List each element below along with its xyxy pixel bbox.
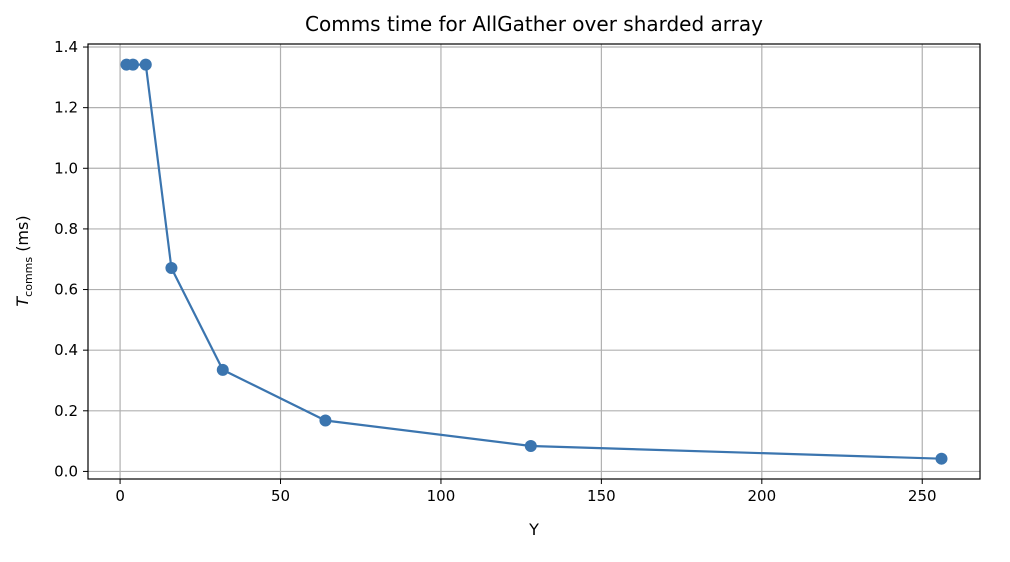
y-tick-label: 0.6 <box>54 281 78 299</box>
y-tick-label: 1.4 <box>54 38 78 56</box>
y-tick-label: 1.0 <box>54 159 78 177</box>
data-point <box>165 262 178 275</box>
y-axis-label-symbol: T <box>13 296 32 307</box>
x-axis-label: Y <box>528 520 539 539</box>
y-axis-label-unit: (ms) <box>13 215 32 257</box>
y-tick-label: 0.2 <box>54 402 78 420</box>
data-point <box>319 414 332 427</box>
series <box>120 58 948 465</box>
x-tick-label: 200 <box>747 487 776 505</box>
y-tick-label: 1.2 <box>54 99 78 117</box>
x-axis: 0 50 100 150 200 250 <box>115 479 937 505</box>
data-point <box>126 58 139 71</box>
plot-frame <box>87 43 981 480</box>
x-tick-label: 150 <box>587 487 616 505</box>
data-point <box>935 452 948 465</box>
chart-title: Comms time for AllGather over sharded ar… <box>305 12 763 36</box>
x-tick-label: 50 <box>271 487 290 505</box>
grid <box>88 44 980 479</box>
data-point <box>139 58 152 71</box>
y-axis-label-subscript: comms <box>22 257 35 297</box>
y-tick-label: 0.8 <box>54 220 78 238</box>
series-line <box>126 63 942 460</box>
y-tick-label: 0.4 <box>54 341 78 359</box>
y-axis-label: Tcomms (ms) <box>13 215 35 306</box>
x-tick-label: 100 <box>427 487 456 505</box>
data-point <box>524 439 537 452</box>
y-tick-label: 0.0 <box>54 462 78 480</box>
x-tick-label: 0 <box>115 487 125 505</box>
y-axis: 0.0 0.2 0.4 0.6 0.8 1.0 1.2 1.4 <box>54 38 88 480</box>
x-tick-label: 250 <box>908 487 937 505</box>
data-point <box>216 363 229 376</box>
